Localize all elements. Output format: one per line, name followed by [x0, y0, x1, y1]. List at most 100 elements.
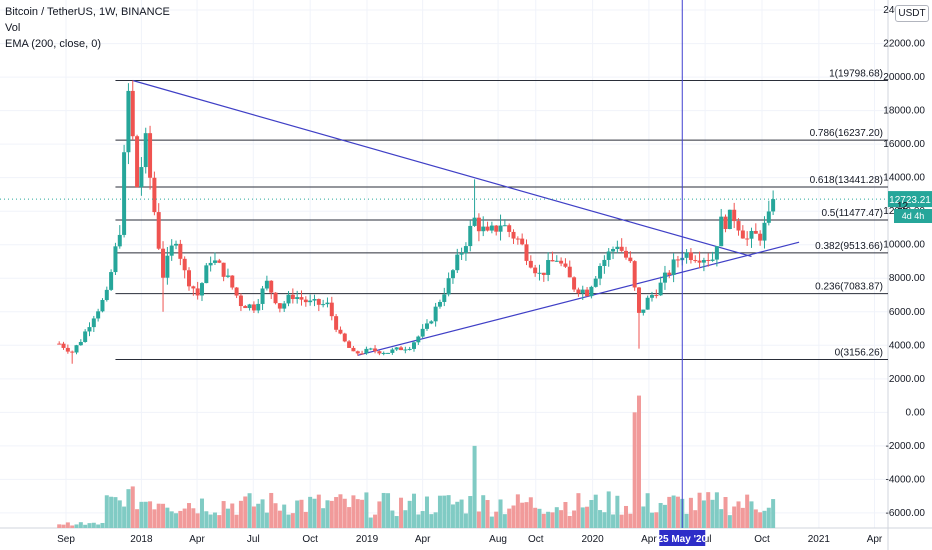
volume-bar [394, 516, 399, 528]
candle-body [329, 302, 334, 317]
volume-bar [723, 497, 728, 528]
candle-body [537, 272, 542, 274]
candle-body [316, 299, 321, 305]
candle-body [649, 295, 654, 298]
volume-bar [533, 507, 538, 528]
candle-body [143, 133, 148, 168]
volume-bar [122, 506, 127, 528]
fib-level-label: 0(3156.26) [835, 347, 883, 358]
volume-bar [178, 510, 183, 528]
volume-bar [606, 491, 611, 528]
volume-bar [74, 524, 79, 528]
volume-bar [515, 494, 520, 528]
volume-bar [732, 506, 737, 528]
fib-level-label: 0.236(7083.87) [815, 282, 883, 293]
volume-bar [749, 501, 754, 528]
candle-body [243, 306, 248, 309]
volume-bar [550, 512, 555, 528]
price-axis-tick-label: 14000.00 [883, 173, 925, 184]
volume-bar [195, 513, 200, 528]
volume-bar [407, 500, 412, 528]
price-axis-tick-label: 4000.00 [889, 340, 926, 351]
volume-bar [563, 501, 568, 528]
candle-body [373, 348, 378, 352]
volume-bar [360, 499, 365, 528]
volume-bar [386, 493, 391, 528]
candle-body [753, 230, 758, 234]
ascending-trendline[interactable] [357, 241, 800, 356]
candle-body [117, 234, 122, 247]
ema-indicator-label[interactable]: EMA (200, close, 0) [5, 38, 101, 50]
candle-body [455, 254, 460, 271]
volume-bar [619, 514, 624, 528]
volume-bar [463, 513, 468, 528]
volume-bar [758, 512, 763, 528]
candle-body [308, 300, 313, 303]
volume-bar [420, 511, 425, 528]
volume-bar [589, 500, 594, 528]
crosshair-date-badge [659, 530, 706, 546]
time-axis-tick-label: Jul [247, 534, 260, 545]
volume-bar [472, 445, 477, 528]
volume-bar [290, 513, 295, 528]
volume-bar [377, 501, 382, 528]
candle-body [645, 297, 650, 310]
candle-body [732, 209, 737, 222]
candle-body [148, 133, 153, 178]
candle-body [65, 347, 70, 352]
candle-body [416, 336, 421, 343]
candle-body [347, 341, 352, 348]
candle-body [338, 329, 343, 334]
candle-body [740, 230, 745, 239]
candle-body [424, 323, 429, 329]
candle-body [533, 267, 538, 274]
time-axis-tick-label: Oct [302, 534, 318, 545]
candle-body [606, 251, 611, 260]
candle-body [541, 272, 546, 275]
candle-body [489, 225, 494, 231]
candle-body [299, 297, 304, 300]
candle-body [572, 277, 577, 290]
time-axis-tick-label: Apr [415, 534, 431, 545]
currency-button[interactable]: USDT [895, 5, 929, 22]
volume-bar [753, 509, 758, 528]
descending-trendline[interactable] [132, 79, 752, 258]
candle-body [771, 199, 776, 212]
volume-bar [714, 492, 719, 528]
price-axis-tick-label: -2000.00 [886, 441, 926, 452]
candle-body [498, 225, 503, 232]
volume-bar [169, 511, 174, 528]
candle-body [57, 343, 62, 345]
volume-bar [706, 492, 711, 528]
candle-body [238, 295, 243, 307]
candle-body [321, 304, 326, 306]
candle-body [83, 331, 88, 342]
candle-body [195, 288, 200, 296]
volume-bar [442, 495, 447, 528]
candle-body [174, 243, 179, 246]
candle-body [187, 270, 192, 287]
volume-bar [498, 499, 503, 528]
candle-body [524, 244, 529, 261]
price-axis-tick-label: -6000.00 [886, 508, 926, 519]
volume-bar [546, 511, 551, 528]
candle-body [602, 259, 607, 266]
candle-body [282, 303, 287, 309]
candle-body [641, 309, 646, 313]
time-axis-tick-label: Apr [867, 534, 883, 545]
candle-body [624, 250, 629, 258]
volume-bar [65, 522, 70, 528]
candle-body [710, 259, 715, 261]
candle-body [515, 238, 520, 240]
volume-bar [710, 499, 715, 528]
volume-bar [126, 489, 131, 528]
volume-bar [104, 495, 109, 528]
volume-indicator-label[interactable]: Vol [5, 22, 21, 34]
volume-bar [264, 512, 269, 528]
candle-body [459, 252, 464, 255]
candle-body [485, 226, 490, 231]
candle-body [615, 246, 620, 250]
volume-bar [61, 524, 66, 528]
